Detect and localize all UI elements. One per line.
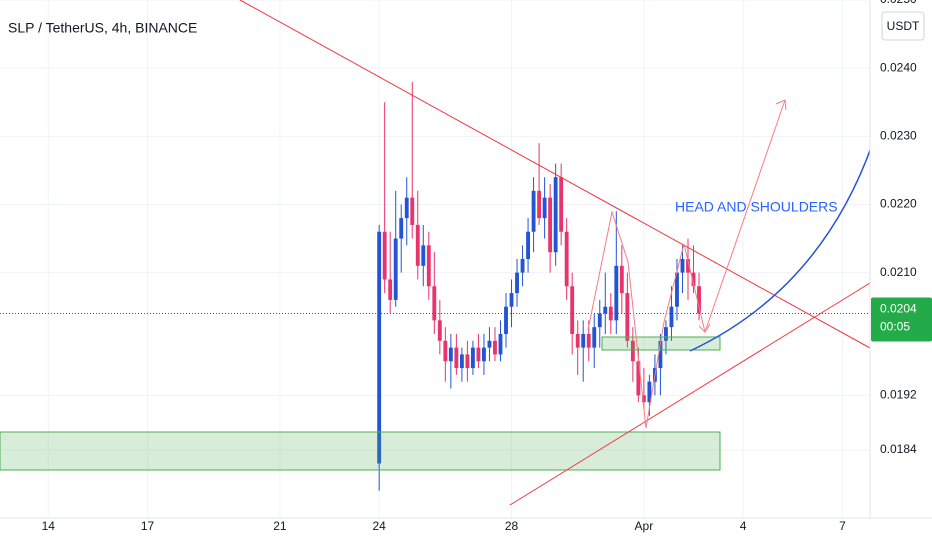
candle-body (476, 347, 481, 362)
annotation: HEAD AND SHOULDERS (675, 199, 838, 215)
candle-body (393, 238, 398, 300)
candle-body (636, 361, 641, 396)
countdown: 00:05 (880, 320, 910, 334)
candle-body (388, 279, 393, 300)
candle-body (515, 272, 519, 294)
support-line (509, 282, 871, 506)
candle-body (614, 265, 619, 321)
candle-body (487, 340, 492, 348)
candle-body (559, 177, 564, 232)
x-tick-label: 7 (839, 519, 846, 533)
y-tick-label: 0.0250 (880, 0, 917, 6)
candle-body (421, 245, 426, 266)
x-tick-label: 14 (42, 519, 56, 533)
candle-body (470, 347, 475, 369)
candle-body (504, 306, 508, 334)
candle-body (641, 395, 646, 403)
x-tick-label: 24 (372, 519, 386, 533)
candle-body (581, 333, 586, 348)
candle-body (575, 333, 580, 348)
candle-body (608, 306, 613, 321)
candle-body (377, 231, 382, 464)
candle-body (691, 272, 696, 287)
candle-body (432, 286, 437, 321)
currency: USDT (887, 19, 920, 33)
candle-body (426, 245, 431, 287)
support-zone (0, 431, 721, 471)
candle-body (564, 231, 569, 287)
candle-body (686, 259, 690, 273)
candle-body (542, 197, 547, 219)
candle-body (647, 381, 652, 403)
candle-body (526, 231, 530, 259)
candle-body (382, 231, 387, 280)
candle-body (619, 265, 624, 294)
axes: 0.0250 0.0240 0.0230 0.0220 0.0210 0.0192 0.01… (42, 0, 932, 533)
y-tick-label: 0.0184 (880, 442, 917, 456)
last-price-label: 0.0204 (880, 302, 917, 316)
candle-body (509, 293, 514, 307)
candle-body (459, 354, 464, 369)
last-price-box (871, 297, 932, 342)
candle-body (669, 306, 674, 328)
y-tick-label: 0.0220 (880, 197, 917, 211)
candle-body (482, 347, 486, 362)
drawings: HEAD AND SHOULDERS (0, 0, 873, 506)
currency-box (881, 11, 925, 41)
price-axis (870, 0, 932, 550)
candle-body (586, 333, 591, 348)
pattern-path (587, 99, 786, 429)
candle-body (520, 259, 525, 273)
x-tick-label: 4 (740, 519, 747, 533)
candle-body (448, 347, 453, 362)
candle-body (531, 190, 536, 232)
candle-body (537, 190, 542, 219)
candle-body (399, 218, 404, 239)
x-tick-label: 21 (273, 519, 287, 533)
resistance-line (239, 0, 871, 349)
candle-body (548, 197, 553, 253)
candle-body (454, 347, 459, 369)
candle-body (493, 340, 497, 355)
candle-body (664, 327, 668, 341)
x-tick-label: 28 (505, 519, 519, 533)
candle-body (404, 197, 409, 219)
candle-body (443, 340, 448, 362)
candle-body (603, 306, 608, 314)
projection-curve (689, 144, 873, 352)
candle-body (498, 333, 503, 355)
y-tick-label: 0.0240 (880, 60, 917, 74)
candle-body (675, 272, 679, 307)
grid (0, 0, 870, 518)
candle-body (697, 286, 701, 314)
candle-body (415, 224, 420, 266)
candle-body (465, 354, 470, 369)
candle-body (437, 320, 442, 341)
candle-body (680, 259, 685, 273)
arrow-head (775, 99, 787, 111)
y-tick-label: 0.0230 (880, 128, 917, 142)
candle-body (630, 340, 635, 362)
candle-body (625, 293, 630, 341)
chart-title: SLP / TetherUS, 4h, BINANCE (8, 20, 197, 36)
arrow-head (698, 323, 711, 333)
x-tick-label: 17 (141, 519, 155, 533)
y-tick-label: 0.0192 (880, 387, 917, 401)
plot (0, 81, 870, 491)
y-tick-label: 0.0210 (880, 265, 917, 279)
candle-body (570, 286, 575, 334)
candle-body (658, 340, 663, 369)
candle-body (410, 197, 415, 225)
x-tick-label: Apr (635, 519, 654, 533)
candle-body (592, 327, 597, 348)
candle-body (553, 177, 558, 253)
candle-body (597, 313, 602, 328)
